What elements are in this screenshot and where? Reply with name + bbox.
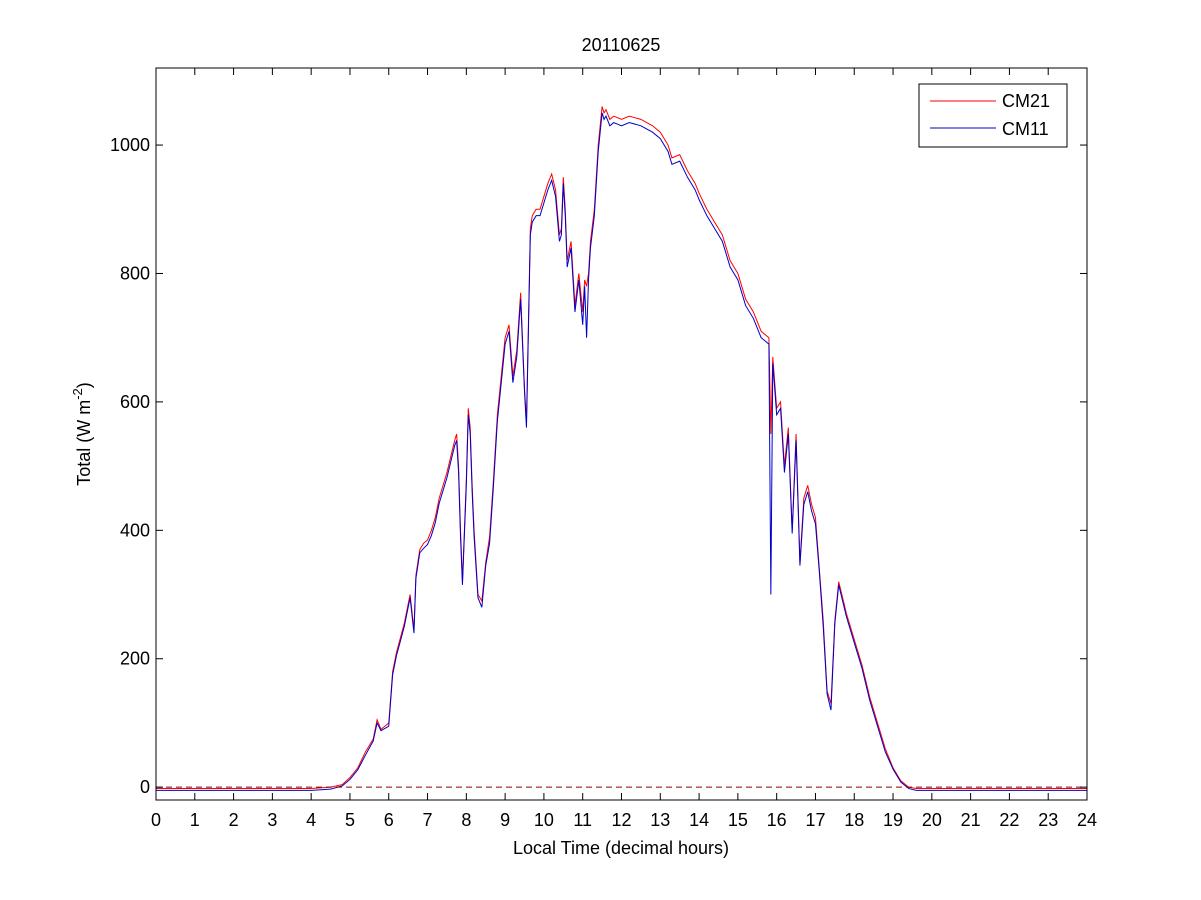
legend-label-cm11: CM11 xyxy=(1002,119,1049,139)
x-tick-label: 8 xyxy=(461,810,471,830)
x-tick-label: 4 xyxy=(306,810,316,830)
x-tick-label: 14 xyxy=(689,810,709,830)
plot-area xyxy=(156,68,1087,800)
y-tick-label: 400 xyxy=(120,520,150,540)
x-tick-label: 20 xyxy=(922,810,942,830)
x-tick-label: 11 xyxy=(573,810,592,830)
y-axis-label-suffix: ) xyxy=(74,382,94,388)
x-tick-label: 1 xyxy=(190,810,200,830)
x-axis: 0 1 2 3 4 5 6 7 8 9 10 11 12 13 14 15 16 17 18 19 20 21 22 23 24 xyxy=(151,68,1097,830)
x-tick-label: 9 xyxy=(500,810,510,830)
x-tick-label: 18 xyxy=(844,810,864,830)
x-tick-label: 16 xyxy=(767,810,787,830)
x-tick-label: 0 xyxy=(151,810,161,830)
x-tick-label: 22 xyxy=(999,810,1019,830)
legend: CM21 CM11 xyxy=(918,83,1068,148)
x-tick-label: 5 xyxy=(345,810,355,830)
series-layer xyxy=(156,106,1087,791)
chart-title: 20110625 xyxy=(582,35,661,55)
x-tick-label: 7 xyxy=(423,810,433,830)
x-tick-label: 24 xyxy=(1077,810,1097,830)
x-tick-label: 3 xyxy=(267,810,277,830)
y-tick-label: 600 xyxy=(120,392,150,412)
x-axis-label: Local Time (decimal hours) xyxy=(513,838,729,858)
x-tick-label: 21 xyxy=(961,810,981,830)
y-axis-label-prefix: Total (W m xyxy=(74,400,94,486)
x-tick-label: 10 xyxy=(534,810,554,830)
y-axis-label: Total (W m-2) xyxy=(70,382,94,486)
x-tick-label: 13 xyxy=(650,810,670,830)
x-tick-label: 6 xyxy=(384,810,394,830)
legend-box xyxy=(918,83,1068,148)
x-tick-label: 19 xyxy=(883,810,903,830)
y-axis: 0 200 400 600 800 1000 xyxy=(110,135,1087,797)
x-tick-label: 12 xyxy=(611,810,631,830)
legend-label-cm21: CM21 xyxy=(1002,91,1050,111)
series-line-cm21 xyxy=(156,106,1087,789)
y-tick-label: 200 xyxy=(120,649,150,669)
y-tick-label: 1000 xyxy=(110,135,150,155)
x-tick-label: 15 xyxy=(728,810,748,830)
x-tick-label: 23 xyxy=(1038,810,1058,830)
y-tick-label: 800 xyxy=(120,263,150,283)
y-axis-label-superscript: -2 xyxy=(70,388,85,400)
y-tick-label: 0 xyxy=(140,777,150,797)
x-tick-label: 2 xyxy=(229,810,239,830)
x-tick-label: 17 xyxy=(805,810,825,830)
series-line-cm11 xyxy=(156,112,1087,791)
